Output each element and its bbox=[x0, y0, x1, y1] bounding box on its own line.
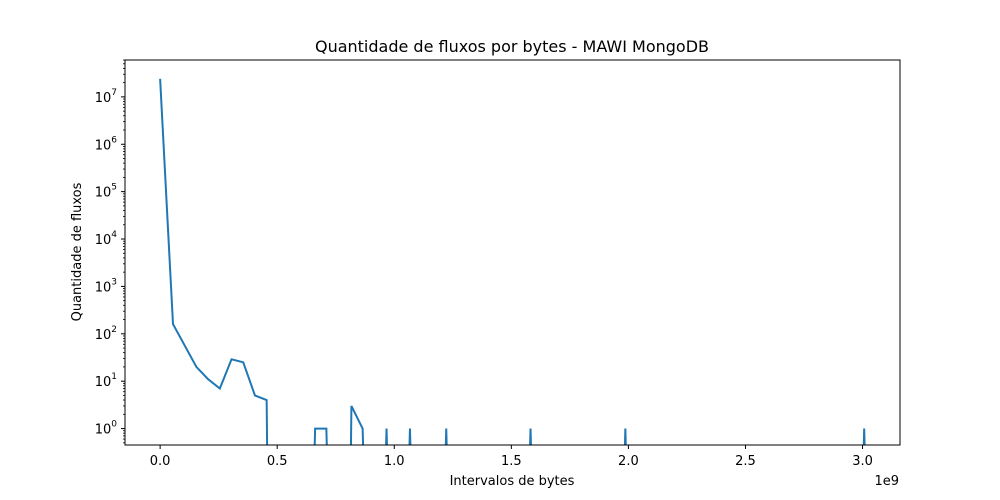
x-offset-label: 1e9 bbox=[874, 474, 899, 489]
x-tick-label: 2.5 bbox=[735, 454, 756, 469]
y-tick-label: 103 bbox=[95, 277, 117, 295]
x-tick-label: 1.0 bbox=[384, 454, 405, 469]
y-tick-label: 107 bbox=[95, 88, 117, 106]
y-axis: 100 101 102 103 104 105 106 107 bbox=[95, 59, 125, 444]
y-tick-label: 101 bbox=[95, 372, 117, 390]
x-tick-label: 0.0 bbox=[150, 454, 171, 469]
y-tick-label: 102 bbox=[95, 325, 117, 343]
y-tick-label: 100 bbox=[95, 420, 118, 438]
x-axis: 0.0 0.5 1.0 1.5 2.0 2.5 3.0 bbox=[150, 445, 873, 469]
x-tick-label: 1.5 bbox=[501, 454, 522, 469]
x-tick-label: 2.0 bbox=[618, 454, 639, 469]
x-tick-label: 0.5 bbox=[267, 454, 288, 469]
y-axis-label: Quantidade de fluxos bbox=[70, 182, 85, 321]
y-tick-label: 105 bbox=[95, 183, 117, 201]
plot-frame bbox=[124, 59, 901, 446]
series-line bbox=[159, 78, 866, 445]
plot-area bbox=[159, 78, 866, 445]
x-tick-label: 3.0 bbox=[852, 454, 873, 469]
x-axis-label: Intervalos de bytes bbox=[450, 474, 575, 489]
y-tick-label: 104 bbox=[95, 230, 118, 248]
y-tick-label: 106 bbox=[95, 135, 118, 153]
chart-title: Quantidade de fluxos por bytes - MAWI Mo… bbox=[315, 37, 709, 56]
